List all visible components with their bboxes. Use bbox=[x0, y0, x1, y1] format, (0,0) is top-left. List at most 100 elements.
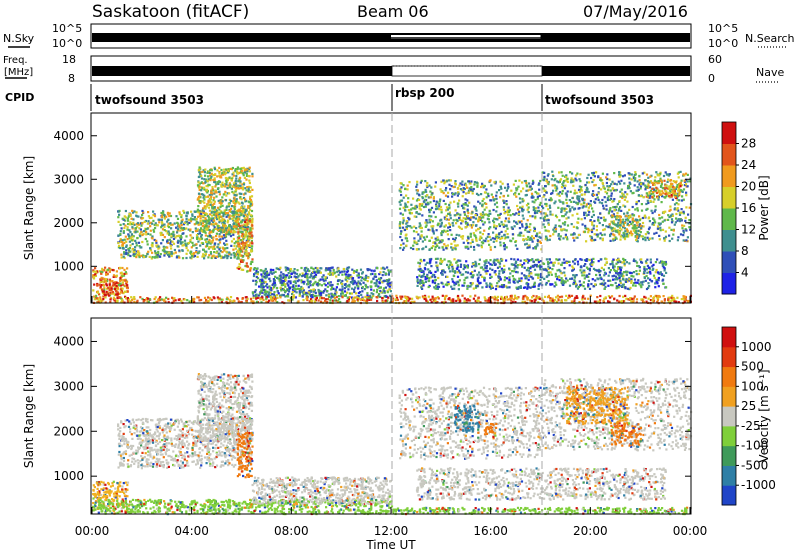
echo-cell bbox=[165, 215, 168, 218]
echo-cell bbox=[478, 263, 481, 266]
echo-cell bbox=[140, 231, 143, 234]
echo-cell bbox=[99, 286, 102, 290]
echo-cell bbox=[504, 220, 507, 223]
echo-cell bbox=[324, 288, 327, 291]
echo-cell bbox=[136, 225, 139, 228]
echo-cell bbox=[208, 222, 211, 225]
echo-cell bbox=[302, 282, 306, 285]
echo-cell bbox=[305, 266, 308, 269]
echo-cell bbox=[471, 240, 474, 243]
echo-cell bbox=[580, 271, 583, 274]
echo-cell bbox=[611, 275, 614, 278]
echo-cell bbox=[124, 295, 127, 298]
echo-cell bbox=[571, 277, 574, 280]
echo-cell bbox=[624, 279, 627, 282]
echo-cell bbox=[157, 218, 160, 221]
echo-cell bbox=[466, 199, 469, 202]
echo-cell bbox=[235, 174, 238, 178]
echo-cell bbox=[219, 174, 222, 177]
echo-cell bbox=[609, 283, 613, 287]
echo-cell bbox=[466, 276, 469, 279]
echo-cell bbox=[539, 278, 542, 281]
echo-cell bbox=[105, 278, 108, 281]
echo-cell bbox=[320, 297, 323, 300]
echo-cell bbox=[300, 266, 303, 270]
echo-cell bbox=[445, 187, 448, 190]
echo-cell bbox=[417, 268, 420, 271]
echo-cell bbox=[566, 279, 569, 282]
echo-cell bbox=[249, 244, 252, 247]
echo-cell bbox=[413, 300, 416, 303]
echo-cell bbox=[167, 222, 170, 225]
echo-cell bbox=[492, 219, 495, 222]
echo-cell bbox=[524, 286, 527, 289]
echo-cell bbox=[119, 266, 122, 269]
echo-cell bbox=[459, 188, 462, 191]
echo-cell bbox=[419, 208, 422, 211]
echo-cell bbox=[468, 187, 471, 190]
echo-cell bbox=[122, 274, 126, 277]
echo-cell bbox=[113, 298, 116, 301]
echo-cell bbox=[220, 229, 223, 232]
echo-cell bbox=[411, 297, 414, 300]
echo-cell bbox=[324, 278, 327, 281]
echo-cell bbox=[415, 206, 418, 209]
echo-cell bbox=[435, 205, 438, 208]
echo-cell bbox=[125, 249, 128, 252]
echo-cell bbox=[99, 271, 103, 274]
echo-cell bbox=[250, 236, 253, 240]
echo-cell bbox=[304, 275, 307, 278]
echo-cell bbox=[507, 213, 510, 216]
echo-cell bbox=[235, 187, 238, 190]
echo-cell bbox=[355, 296, 358, 299]
echo-cell bbox=[108, 283, 111, 286]
echo-cell bbox=[378, 277, 381, 280]
echo-cell bbox=[458, 199, 461, 202]
echo-cell bbox=[514, 301, 517, 304]
echo-cell bbox=[607, 284, 610, 287]
echo-cell bbox=[290, 272, 294, 275]
echo-cell bbox=[245, 199, 248, 202]
echo-cell bbox=[505, 224, 508, 227]
echo-cell bbox=[542, 262, 546, 265]
echo-cell bbox=[248, 230, 252, 233]
echo-cell bbox=[260, 281, 263, 284]
echo-cell bbox=[194, 210, 197, 213]
echo-cell bbox=[486, 235, 489, 238]
echo-cell bbox=[568, 295, 571, 299]
echo-cell bbox=[626, 287, 629, 290]
echo-cell bbox=[364, 278, 367, 281]
echo-cell bbox=[430, 271, 433, 274]
echo-cell bbox=[454, 182, 457, 185]
echo-cell bbox=[146, 252, 149, 256]
echo-cell bbox=[498, 189, 501, 192]
echo-cell bbox=[216, 214, 219, 217]
echo-cell bbox=[604, 263, 607, 266]
echo-cell bbox=[536, 197, 539, 200]
echo-cell bbox=[495, 191, 498, 194]
echo-cell bbox=[640, 286, 643, 289]
echo-cell bbox=[209, 174, 212, 177]
echo-cell bbox=[118, 244, 121, 247]
echo-cell bbox=[604, 282, 607, 285]
echo-cell bbox=[527, 274, 531, 277]
echo-cell bbox=[124, 271, 127, 274]
echo-cell bbox=[159, 299, 162, 302]
echo-cell bbox=[377, 285, 380, 288]
echo-cell bbox=[519, 201, 522, 204]
echo-cell bbox=[431, 281, 434, 284]
echo-cell bbox=[232, 201, 235, 204]
echo-cell bbox=[146, 300, 149, 303]
echo-cell bbox=[249, 232, 252, 235]
echo-cell bbox=[138, 245, 141, 248]
echo-cell bbox=[214, 173, 217, 176]
echo-cell bbox=[493, 271, 496, 274]
echo-cell bbox=[439, 259, 442, 262]
echo-cell bbox=[481, 199, 484, 203]
echo-cell bbox=[609, 296, 612, 299]
echo-cell bbox=[537, 183, 540, 186]
echo-cell bbox=[451, 270, 454, 273]
echo-cell bbox=[116, 296, 119, 300]
echo-cell bbox=[250, 241, 253, 244]
echo-cell bbox=[522, 208, 525, 211]
